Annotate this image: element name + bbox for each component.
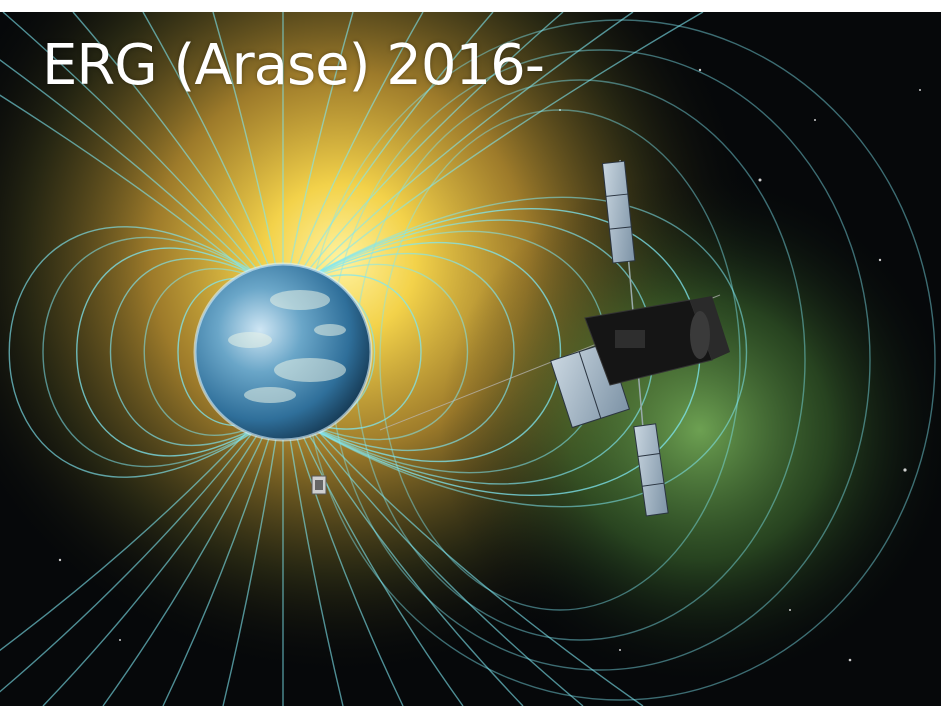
field-line — [162, 431, 272, 707]
satellite-body — [584, 296, 730, 386]
erg-satellite — [379, 159, 730, 517]
title-text: ERG (Arase) 2016- — [42, 33, 545, 98]
field-line — [318, 431, 644, 707]
field-line — [2, 11, 260, 273]
field-line — [312, 11, 634, 273]
field-line — [282, 274, 422, 430]
field-line — [300, 11, 494, 273]
field-line — [0, 94, 248, 273]
aurora-glow — [0, 12, 941, 706]
field-line — [0, 59, 254, 273]
field-line — [142, 11, 272, 273]
field-line — [222, 431, 278, 707]
solar-panel-bottom — [633, 423, 669, 517]
field-line — [300, 431, 464, 707]
field-line — [76, 247, 284, 457]
top-border — [0, 0, 941, 12]
field-line — [42, 431, 260, 707]
stars — [58, 68, 921, 662]
field-line — [312, 431, 584, 707]
field-line — [318, 11, 704, 273]
field-line — [288, 431, 344, 707]
earth — [193, 262, 373, 442]
field-line — [8, 226, 284, 478]
field-line — [282, 242, 562, 462]
field-line — [0, 431, 254, 693]
field-line — [282, 263, 469, 441]
field-line — [306, 431, 524, 707]
field-line — [306, 11, 564, 273]
solar-panel-top — [601, 160, 636, 264]
field-line — [294, 11, 424, 273]
field-line — [282, 253, 515, 451]
field-line — [143, 268, 284, 436]
field-line — [42, 236, 284, 468]
field-line — [109, 257, 284, 447]
field-line — [212, 11, 278, 273]
field-line — [0, 431, 248, 652]
field-line — [102, 431, 266, 707]
field-line — [282, 196, 748, 508]
field-line — [72, 11, 266, 273]
field-line — [294, 431, 404, 707]
small-satellite — [311, 475, 327, 495]
field-line — [288, 11, 354, 273]
field-line — [379, 109, 741, 611]
bottom-border — [0, 706, 941, 721]
